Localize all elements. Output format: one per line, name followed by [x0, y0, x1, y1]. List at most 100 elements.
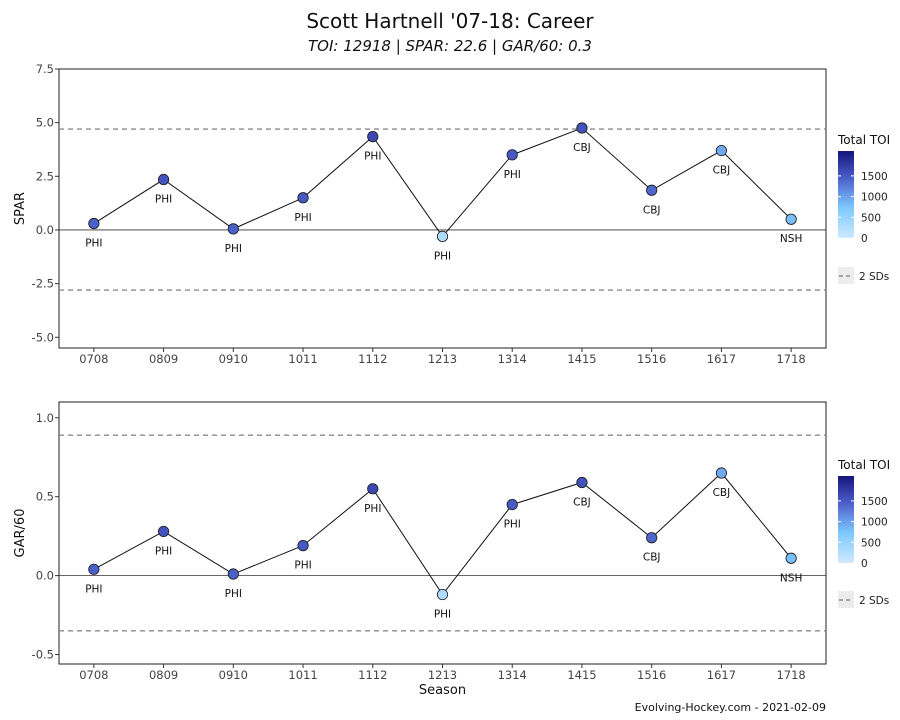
x-axis-label: Season — [419, 683, 466, 698]
point-label: PHI — [364, 151, 381, 163]
point-label: CBJ — [573, 496, 591, 508]
legend-tick-label: 500 — [861, 537, 881, 549]
y-tick-label: 0.0 — [36, 223, 54, 237]
legend-colorbar — [838, 476, 854, 563]
data-point — [367, 483, 379, 495]
y-tick-label: 1.0 — [36, 411, 54, 425]
point-label: PHI — [504, 519, 521, 531]
data-point — [297, 540, 309, 552]
plot-area — [58, 68, 827, 349]
point-label: NSH — [780, 233, 802, 245]
legend-sd-label: 2 SDs — [859, 271, 889, 283]
y-tick-label: -5.0 — [32, 330, 54, 344]
point-label: NSH — [780, 572, 802, 584]
y-axis-label: SPAR — [13, 192, 28, 225]
point-label: PHI — [85, 583, 102, 595]
panel-2: -0.5 0.0 0.5 1.0 0708 0809 0910 1011 1112 1213 131… — [13, 401, 890, 698]
x-tick-label: 0910 — [219, 668, 248, 682]
point-label: PHI — [155, 194, 172, 206]
data-point — [227, 223, 239, 235]
y-tick-label: 7.5 — [36, 62, 54, 76]
legend-colorbar — [838, 151, 854, 238]
data-point — [297, 192, 309, 204]
x-tick-label: 0809 — [149, 668, 178, 682]
x-tick-label: 1213 — [428, 668, 457, 682]
y-tick-label: -0.5 — [32, 648, 54, 662]
panel-1: -5.0 -2.5 0.0 2.5 5.0 7.5 0708 0809 0910 1011 1112… — [13, 62, 890, 366]
data-point — [576, 476, 588, 489]
y-tick-label: 2.5 — [36, 169, 54, 183]
legend-tick-label: 1000 — [861, 517, 888, 529]
point-label: PHI — [225, 588, 242, 600]
data-point — [715, 144, 728, 157]
data-point — [436, 588, 449, 601]
data-point — [157, 173, 170, 186]
data-point — [506, 498, 518, 511]
point-label: PHI — [225, 243, 242, 255]
legend-tick-label: 0 — [861, 233, 868, 245]
data-point — [88, 563, 100, 575]
point-label: CBJ — [713, 487, 731, 499]
point-label: PHI — [434, 250, 451, 262]
x-tick-label: 1415 — [567, 352, 596, 366]
legend-sd-label: 2 SDs — [859, 595, 889, 607]
data-point — [646, 184, 658, 196]
x-tick-label: 1516 — [637, 668, 666, 682]
y-tick-label: 5.0 — [36, 116, 54, 130]
x-tick-label: 0910 — [219, 352, 248, 366]
x-tick-label: 1112 — [358, 352, 387, 366]
chart-subtitle: TOI: 12918 | SPAR: 22.6 | GAR/60: 0.3 — [308, 37, 592, 55]
x-tick-label: 1617 — [707, 352, 736, 366]
x-tick-label: 1314 — [498, 668, 527, 682]
point-label: CBJ — [643, 204, 661, 216]
data-point — [785, 213, 797, 225]
x-tick-label: 0708 — [79, 352, 108, 366]
point-label: CBJ — [643, 552, 661, 564]
legend-tick-label: 1500 — [861, 496, 888, 508]
point-label: PHI — [434, 609, 451, 621]
x-tick-label: 1718 — [776, 668, 805, 682]
point-label: PHI — [294, 212, 311, 224]
point-label: PHI — [364, 503, 381, 515]
x-tick-label: 1213 — [428, 352, 457, 366]
x-tick-label: 1112 — [358, 668, 387, 682]
y-tick-label: 0.0 — [36, 569, 54, 583]
y-tick-label: 0.5 — [36, 490, 54, 504]
x-tick-label: 1011 — [288, 352, 317, 366]
point-label: PHI — [85, 238, 102, 250]
legend: Total TOI 1500 1000 500 0 2 SDs — [837, 133, 890, 284]
source-caption: Evolving-Hockey.com - 2021-02-09 — [635, 701, 826, 714]
data-point — [88, 217, 100, 230]
x-tick-label: 1415 — [567, 668, 596, 682]
data-point — [785, 552, 797, 564]
x-tick-label: 1516 — [637, 352, 666, 366]
point-label: CBJ — [573, 142, 591, 154]
x-tick-label: 0708 — [79, 668, 108, 682]
legend-title: Total TOI — [837, 133, 890, 147]
legend-tick-label: 1000 — [861, 192, 888, 204]
data-point — [715, 467, 728, 479]
point-label: PHI — [155, 545, 172, 557]
legend: Total TOI 1500 1000 500 0 2 SDs — [837, 458, 890, 608]
x-tick-label: 1718 — [776, 352, 805, 366]
data-point — [367, 131, 379, 143]
legend-title: Total TOI — [837, 458, 890, 472]
chart-title: Scott Hartnell '07-18: Career — [306, 9, 594, 33]
panels: -5.0 -2.5 0.0 2.5 5.0 7.5 0708 0809 0910 1011 1112… — [13, 62, 890, 698]
data-point — [157, 525, 170, 538]
x-tick-label: 1011 — [288, 668, 317, 682]
x-tick-label: 0809 — [149, 352, 178, 366]
data-point — [436, 230, 449, 242]
point-label: PHI — [294, 560, 311, 572]
legend-tick-label: 1500 — [861, 171, 888, 183]
y-tick-label: -2.5 — [32, 277, 54, 291]
data-point — [506, 149, 518, 161]
point-label: CBJ — [713, 165, 731, 177]
x-tick-label: 1617 — [707, 668, 736, 682]
data-point — [227, 568, 239, 580]
legend-tick-label: 0 — [861, 558, 868, 570]
data-point — [646, 532, 658, 544]
x-tick-label: 1314 — [498, 352, 527, 366]
legend-tick-label: 500 — [861, 212, 881, 224]
